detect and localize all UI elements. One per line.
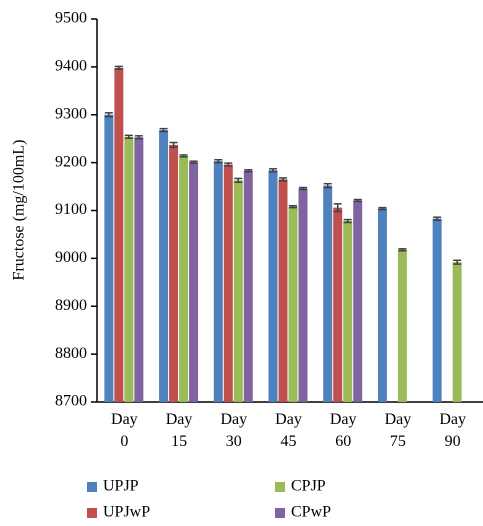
error-bar [124, 134, 133, 139]
error-bar [398, 248, 407, 252]
error-bar [279, 177, 287, 182]
bar [159, 130, 169, 402]
y-tick-label: 8900 [55, 297, 87, 314]
legend-swatch [275, 508, 285, 518]
x-tick-label: Day 15 [166, 411, 193, 450]
x-tick-label-line: 45 [281, 433, 297, 450]
legend-swatch [275, 482, 285, 492]
error-bar [169, 141, 178, 149]
error-bar [244, 169, 253, 173]
bar [169, 144, 179, 402]
x-tick-label-line: 30 [226, 433, 242, 450]
x-tick-label-line: 60 [335, 433, 351, 450]
bar [223, 164, 233, 402]
error-bar [353, 198, 362, 203]
x-tick-label-line: 15 [171, 433, 187, 450]
bar [134, 137, 144, 402]
x-tick-label-line: 75 [390, 433, 406, 450]
y-tick-label: 9200 [55, 153, 87, 170]
y-tick-label: 9000 [55, 249, 87, 266]
bar [179, 155, 189, 402]
bar [233, 180, 243, 402]
error-bar [378, 206, 387, 211]
y-axis-label: Fructose (mg/100mL) [11, 140, 28, 281]
bar [124, 136, 134, 402]
error-bar [333, 203, 342, 213]
error-bar [453, 259, 462, 265]
bar [268, 170, 278, 402]
error-bar [189, 160, 198, 164]
error-bar [323, 182, 332, 189]
error-bar [214, 159, 223, 164]
bar [243, 170, 253, 402]
x-tick-label-line: 0 [120, 433, 128, 450]
x-tick-label-line: Day [385, 411, 412, 428]
x-tick-label: Day 60 [330, 411, 357, 450]
x-tick-label-line: Day [166, 411, 193, 428]
error-bar [234, 177, 243, 184]
bar [288, 206, 298, 402]
x-tick-label-line: Day [439, 411, 466, 428]
y-tick-label: 9500 [55, 10, 87, 27]
bar [323, 185, 333, 402]
x-tick-label-line: Day [330, 411, 357, 428]
error-bar [179, 154, 188, 158]
x-tick-label-line: Day [275, 411, 302, 428]
x-tick-label: Day 45 [275, 411, 302, 450]
y-tick-label: 9300 [55, 105, 87, 122]
y-tick-label: 9100 [55, 201, 87, 218]
error-bar [159, 127, 168, 133]
error-bar [134, 135, 143, 140]
bar [343, 221, 353, 402]
bar [298, 188, 308, 402]
bar [353, 200, 363, 402]
bar [452, 262, 462, 402]
legend-label: CPwP [291, 504, 331, 521]
bar [333, 207, 343, 402]
bar [278, 179, 288, 402]
y-tick-label: 8800 [55, 345, 87, 362]
bar [377, 208, 387, 402]
error-bar [343, 218, 352, 224]
x-tick-label-line: 90 [445, 433, 461, 450]
error-bar [104, 112, 113, 118]
y-tick-label: 9400 [55, 58, 87, 75]
legend-label: UPJwP [103, 504, 150, 521]
legend-label: CPJP [291, 478, 326, 495]
x-tick-label: Day 75 [385, 411, 412, 450]
legend-swatch [87, 508, 97, 518]
error-bar [224, 162, 233, 167]
error-bar [114, 65, 123, 71]
x-tick-label-line: Day [111, 411, 138, 428]
bar [104, 114, 114, 402]
x-tick-label: Day 90 [439, 411, 466, 450]
x-tick-label: Day 30 [220, 411, 247, 450]
x-tick-label-line: Day [220, 411, 247, 428]
bar [189, 162, 199, 402]
bar [213, 161, 223, 402]
x-tick-label: Day 0 [111, 411, 138, 450]
legend-swatch [87, 482, 97, 492]
y-tick-label: 8700 [55, 393, 87, 410]
error-bar [433, 216, 442, 221]
bar [397, 249, 407, 402]
legend-label: UPJP [103, 478, 139, 495]
error-bar [299, 186, 307, 191]
error-bar [269, 168, 277, 173]
bar [432, 218, 442, 402]
bar [114, 67, 124, 403]
error-bar [289, 204, 297, 209]
